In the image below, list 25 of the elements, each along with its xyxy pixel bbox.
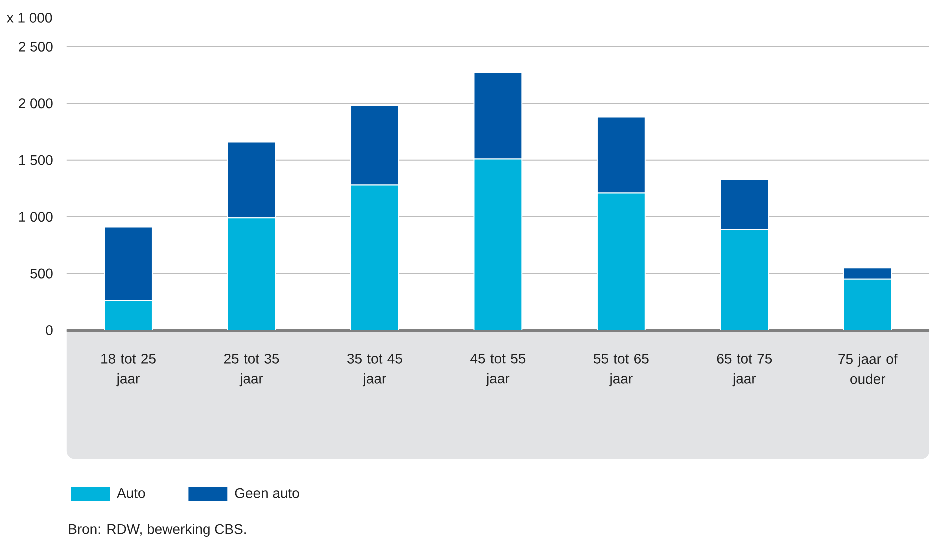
x-tick-label: 18 tot 25 jaar <box>102 354 156 387</box>
y-tick-label: 1 500 <box>19 155 53 166</box>
x-tick-label: 25 tot 35 jaar <box>224 354 280 387</box>
bar <box>843 278 892 330</box>
y-tick-label: 2 500 <box>19 42 53 52</box>
legend-label: Geen auto <box>235 488 300 498</box>
y-tick-label: 0 <box>46 325 53 336</box>
bar <box>720 179 770 230</box>
x-tick-label: 45 tot 55 jaar <box>470 354 526 386</box>
x-tick-label: 55 tot 65 jaar <box>594 354 649 387</box>
bar <box>474 158 523 330</box>
y-axis-title: x 1 000 <box>7 12 52 23</box>
x-tick-label: 75 jaar of ouder <box>838 354 898 384</box>
y-tick-label: 500 <box>30 268 53 279</box>
bar <box>227 218 276 330</box>
x-tick-label: 35 tot 45 jaar <box>348 354 402 387</box>
x-tick-label: 65 tot 75 jaar <box>717 354 772 387</box>
bar <box>720 228 770 330</box>
legend-label: Auto <box>117 488 146 498</box>
y-tick-label: 1 000 <box>19 212 53 222</box>
bar <box>350 184 400 330</box>
y-tick-label: 2 000 <box>19 98 53 109</box>
bar <box>596 192 646 330</box>
text: Bron: RDW, bewerking CBS. <box>69 524 246 537</box>
bar <box>104 300 153 330</box>
